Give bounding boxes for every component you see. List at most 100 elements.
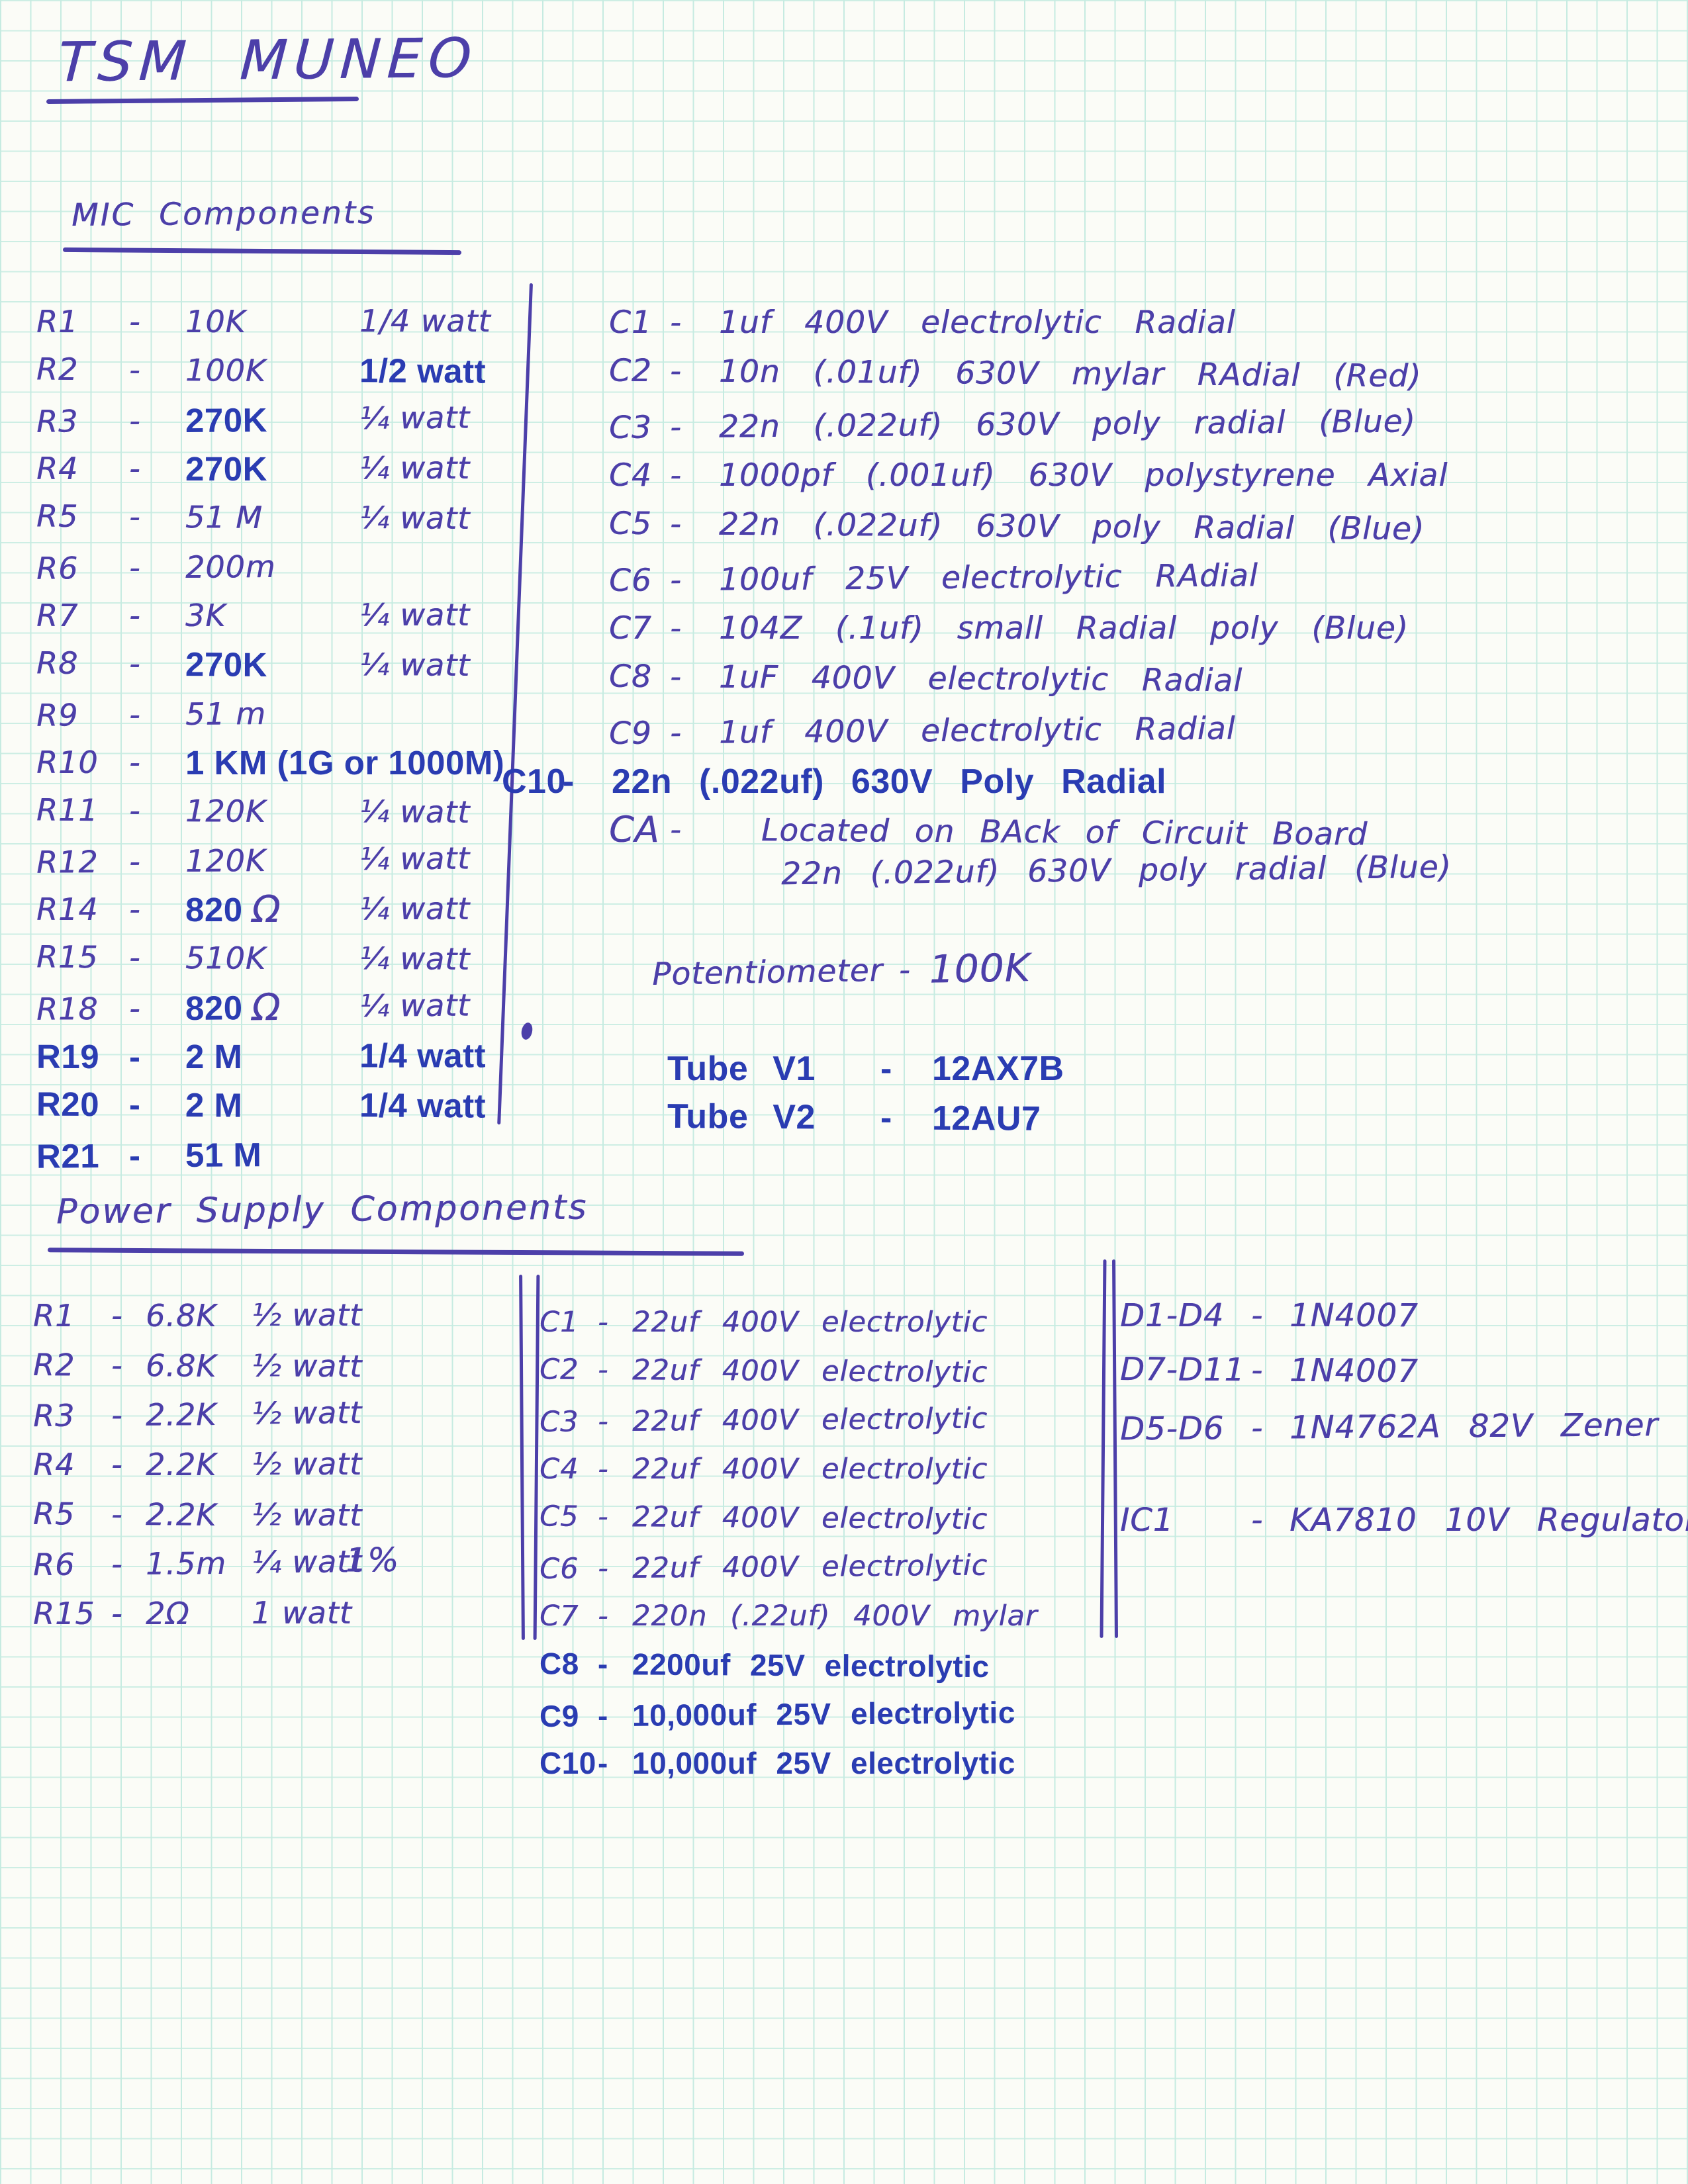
dash: - (670, 304, 682, 341)
dash: - (111, 1595, 123, 1631)
dash: - (1250, 1351, 1264, 1389)
component-row: D7-D11 - 1N4007 (1120, 1342, 1688, 1401)
power-section-heading: Power Supply Components (56, 1187, 588, 1232)
dash: - (128, 549, 141, 586)
component-row: R5 - 51 M ¼ watt (36, 492, 505, 544)
component-unit: Ω (252, 985, 281, 1029)
component-row: R18 - 820 Ω ¼ watt (36, 981, 505, 1034)
component-value: 2 M (185, 1037, 243, 1075)
dash: - (128, 696, 141, 733)
component-row: D1-D4 - 1N4007 (1120, 1288, 1688, 1343)
power-divider-line (1112, 1259, 1118, 1639)
component-desc: 220n (.22uf) 400V mylar (632, 1600, 1038, 1633)
ca-note-line2: 22n (.022uf) 630V poly radial (Blue) (780, 848, 1452, 893)
dash: - (669, 353, 682, 390)
component-value: 10K (185, 304, 246, 340)
component-desc: 1N4007 (1289, 1351, 1419, 1390)
component-row: R2 - 100K 1/2 watt (36, 345, 505, 397)
potentiometer-label: Potentiometer (651, 952, 884, 993)
component-watt: ¼ watt (359, 596, 471, 633)
component-row: R9 - 51 m (36, 687, 505, 740)
component-row: C3 - 22uf 400V electrolytic (539, 1394, 1038, 1447)
component-id: R20 (36, 1085, 100, 1123)
component-row: C5 - 22uf 400V electrolytic (539, 1492, 1038, 1544)
dash: - (670, 610, 682, 647)
component-watt: ½ watt (251, 1496, 363, 1533)
component-id: D5-D6 (1119, 1410, 1225, 1448)
component-desc: 22uf 400V electrolytic (632, 1306, 988, 1339)
component-watt: ¼ watt (359, 940, 471, 978)
component-row: C7 - 104Z (.1uf) small Radial poly (Blue… (609, 603, 1448, 654)
component-value: 12AU7 (931, 1099, 1041, 1138)
component-desc: 104Z (.1uf) small Radial poly (Blue) (719, 610, 1409, 647)
component-row: R6 - 1.5m ¼ watt 1% (32, 1538, 400, 1589)
component-row: C2 - 10n (.01uf) 630V mylar RAdial (Red) (609, 345, 1448, 402)
component-row: R21 - 51 M (36, 1128, 505, 1181)
component-watt: ¼ watt (359, 987, 471, 1024)
component-id: R15 (36, 938, 99, 976)
power-divider-line (519, 1274, 525, 1641)
component-desc: KA7810 10V Regulator (1289, 1502, 1688, 1539)
component-id: R7 (36, 598, 79, 633)
component-desc: 22n (.022uf) 630V poly radial (Blue) (718, 403, 1417, 445)
component-desc: 1000pf (.001uf) 630V polystyrene Axial (719, 457, 1448, 494)
dash: - (129, 891, 141, 927)
dash: - (670, 457, 682, 494)
title-underline (46, 96, 359, 105)
component-value: 510K (185, 940, 267, 976)
component-id: R5 (32, 1495, 75, 1531)
component-id: D1-D4 (1120, 1297, 1225, 1334)
component-row: R3 - 270K ¼ watt (36, 393, 505, 446)
component-id: C9 (539, 1698, 580, 1733)
component-id: R9 (36, 697, 79, 733)
dash: - (597, 1552, 609, 1586)
component-row: C8 - 1uF 400V electrolytic Radial (609, 651, 1448, 708)
component-id: C3 (608, 409, 652, 446)
dash: - (129, 304, 141, 340)
component-value: 120K (185, 842, 267, 880)
power-semiconductor-list: D1-D4 - 1N4007 D7-D11 - 1N4007 D5-D6 - 1… (1120, 1288, 1688, 1548)
component-row: C10 - 22n (.022uf) 630V Poly Radial (502, 756, 1448, 807)
component-value: 2Ω (146, 1595, 190, 1631)
component-id: R5 (36, 498, 79, 534)
dash: - (128, 645, 141, 682)
potentiometer-row: Potentiometer - 100K (651, 944, 1031, 997)
dash: - (669, 409, 682, 446)
component-value: 51 M (185, 1135, 262, 1174)
component-row: R4 - 270K ¼ watt (36, 444, 504, 493)
component-row: R15 - 510K ¼ watt (36, 933, 505, 985)
component-row: C4 - 22uf 400V electrolytic (539, 1445, 1037, 1494)
dash: - (111, 1297, 123, 1334)
component-id: IC1 (1120, 1502, 1174, 1539)
component-id: C2 (608, 352, 652, 390)
component-id: R11 (36, 792, 99, 829)
component-value: 120K (185, 793, 267, 829)
component-value: 51 M (185, 499, 263, 535)
component-row: C1 - 22uf 400V electrolytic (539, 1298, 1037, 1347)
dash: - (111, 1396, 123, 1433)
component-id: Tube V2 (667, 1097, 816, 1137)
component-row: C1 - 1uf 400V electrolytic Radial (609, 297, 1448, 348)
component-value: 6.8K (146, 1297, 217, 1334)
component-row: C4 - 1000pf (.001uf) 630V polystyrene Ax… (609, 450, 1448, 501)
component-id: C8 (608, 658, 652, 696)
component-watt: 1/4 watt (359, 1036, 487, 1075)
component-id: C1 (609, 304, 652, 341)
component-id: R12 (36, 844, 99, 880)
component-row: C3 - 22n (.022uf) 630V poly radial (Blue… (609, 396, 1448, 453)
component-row: R14 - 820 Ω ¼ watt (36, 885, 504, 934)
component-id: C9 (608, 715, 652, 752)
component-row: R1 - 10K 1/4 watt (36, 297, 504, 346)
dash: - (669, 715, 682, 752)
component-row: R19 - 2 M 1/4 watt (36, 1032, 504, 1081)
dash: - (128, 1085, 141, 1124)
dash: - (1251, 1297, 1264, 1334)
component-row: C10 - 10,000uf 25V electrolytic (539, 1739, 1037, 1788)
component-id: R6 (32, 1546, 75, 1582)
component-id: C7 (609, 610, 652, 647)
component-value: 2.2K (146, 1446, 217, 1482)
dash: - (111, 1347, 123, 1383)
dash: - (128, 1136, 141, 1175)
dash: - (880, 1099, 893, 1138)
